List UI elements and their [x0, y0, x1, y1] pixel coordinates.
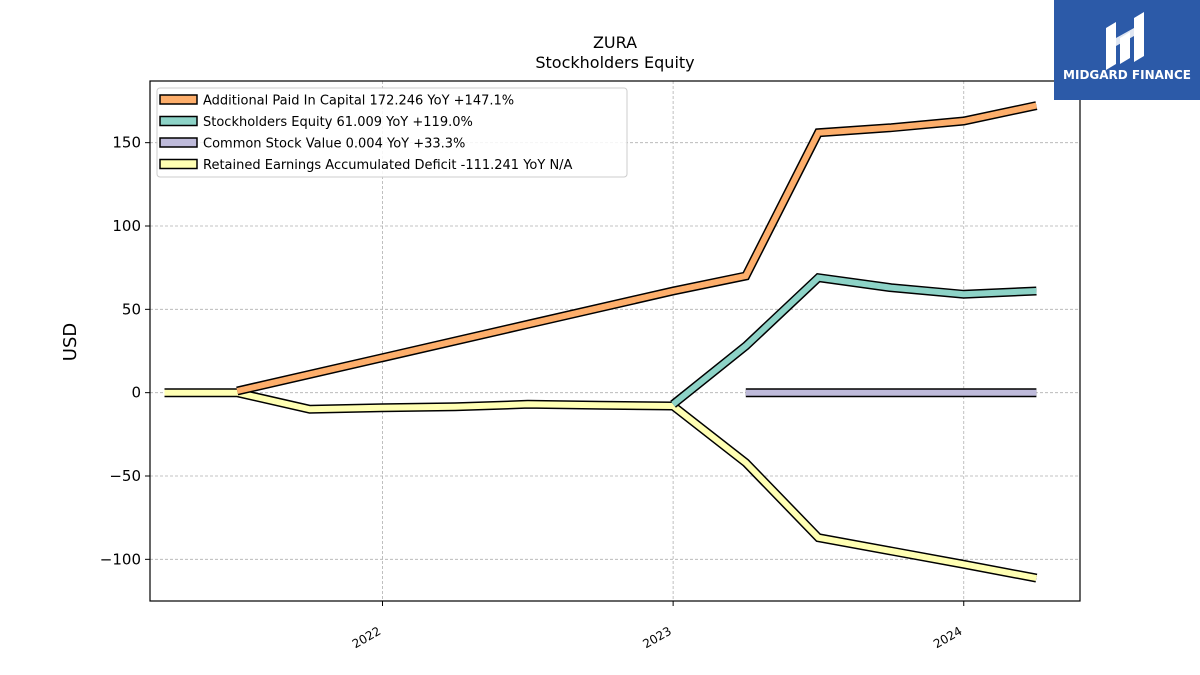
x-tick-label: 2022 [350, 624, 383, 651]
plot-frame [149, 80, 1081, 602]
series-line-outline [164, 388, 1038, 583]
y-tick-label: −100 [100, 550, 141, 568]
series-lines [164, 101, 1038, 583]
legend-label: Common Stock Value 0.004 YoY +33.3% [203, 137, 465, 152]
series-line [670, 272, 1037, 408]
y-axis-label: USD [60, 323, 81, 361]
x-tick-label: 2024 [931, 624, 964, 651]
legend-box [156, 87, 628, 178]
legend-swatch [159, 94, 198, 105]
x-tick-label: 2023 [640, 624, 673, 651]
chart-title: ZURA [593, 33, 637, 52]
y-tick-label: 100 [112, 217, 141, 235]
y-tick-label: 50 [122, 300, 141, 318]
series-line-fill [236, 102, 1038, 394]
legend-label: Additional Paid In Capital 172.246 YoY +… [203, 94, 514, 109]
x-axis-ticks: 2022 2023 2024 [350, 601, 964, 651]
legend: Additional Paid In Capital 172.246 YoY +… [156, 87, 628, 178]
y-axis-ticks: −100 −50 0 50 100 150 [100, 134, 150, 568]
brand-name: MIDGARD FINANCE [1063, 68, 1191, 82]
brand-logo-icon [1106, 12, 1144, 70]
y-tick-label: 150 [112, 134, 141, 152]
series-line [236, 101, 1038, 396]
y-tick-label: −50 [109, 467, 141, 485]
y-tick-label: 0 [131, 384, 141, 402]
series-line-fill [671, 274, 1037, 407]
legend-swatch [159, 137, 198, 148]
legend-swatch [159, 115, 198, 127]
chart-subtitle: Stockholders Equity [535, 53, 694, 72]
legend-label: Stockholders Equity 61.009 YoY +119.0% [203, 115, 473, 130]
series-line [164, 388, 1038, 583]
series-line-outline [670, 272, 1037, 408]
series-line-fill [164, 389, 1037, 582]
brand-logo: MIDGARD FINANCE [1054, 0, 1200, 100]
legend-swatch [159, 158, 198, 170]
legend-label: Retained Earnings Accumulated Deficit -1… [203, 158, 573, 173]
